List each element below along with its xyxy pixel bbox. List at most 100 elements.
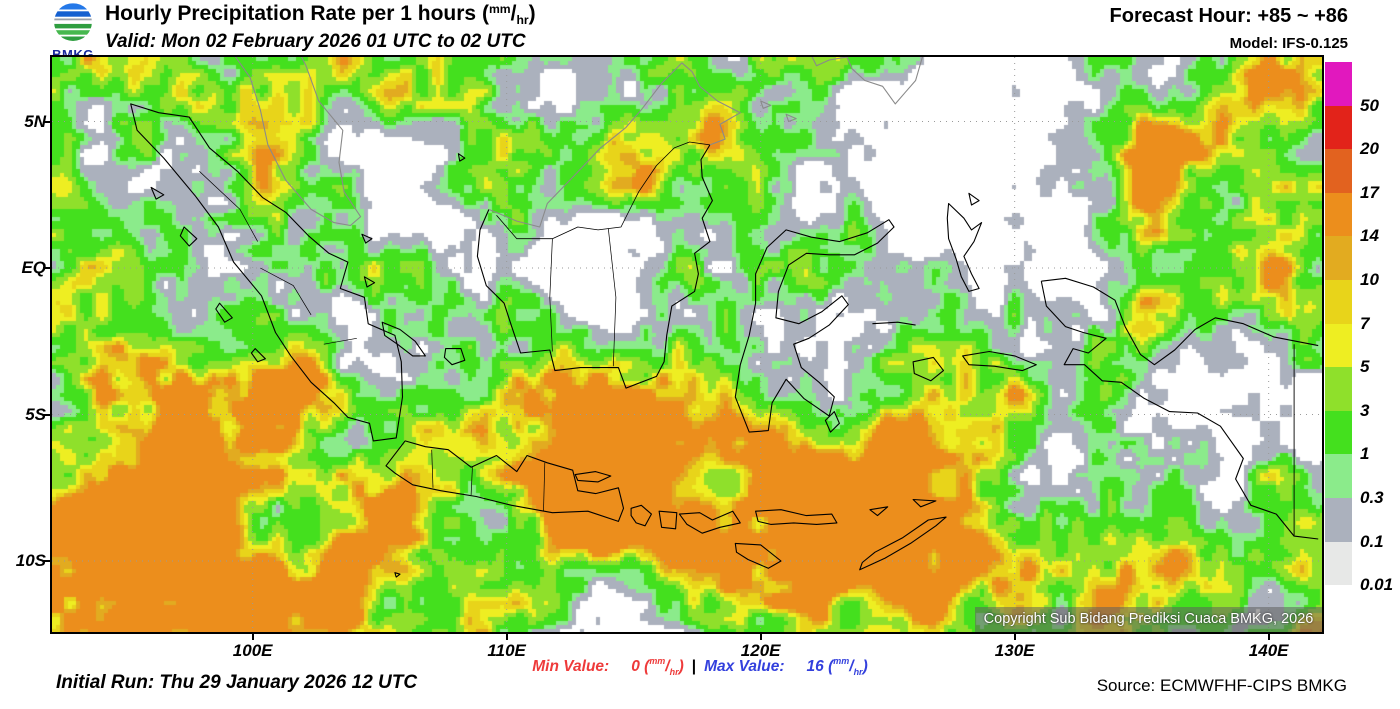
coastline-indonesia [476,144,713,389]
coastline-indonesia [250,348,266,363]
lat-tick-mark [43,413,51,416]
forecast-hour-label: Forecast Hour: +85 ~ +86 [1109,5,1348,27]
coastline-neighbour [760,100,772,109]
coastline-indonesia [215,302,233,323]
precipitation-legend: 50 20 17 14 10 7 5 3 1 0.3 0.1 0.01 [1325,62,1400,595]
coastline-indonesia [260,267,312,316]
coastline-indonesia [361,233,373,244]
coastline-indonesia [869,506,889,517]
lon-tick-mark [251,632,254,640]
coastline-indonesia [912,356,945,382]
lon-tick-label: 140E [1248,641,1289,660]
bmkg-logo-icon [54,3,92,41]
minmax-values: Min Value: 0 (mm/hr) | Max Value: 16 (mm/hr) [0,656,1400,677]
lon-tick-label: 110E [487,641,526,660]
legend-value-label: 0.3 [1360,488,1384,507]
max-value-text: Max Value: 16 (mm/hr) [704,656,868,677]
legend-value-label: 7 [1360,313,1370,333]
coastline-indonesia [179,226,198,247]
legend-value-label: 50 [1360,95,1379,115]
lat-tick-mark [43,560,51,562]
legend-color-segment [1325,236,1352,280]
coastline-indonesia [574,471,612,483]
legend-color-segment [1325,367,1352,411]
legend-value-label: 5 [1360,357,1370,377]
coastline-indonesia [457,153,466,162]
coastline-indonesia [130,103,404,442]
lon-tick-mark [1013,632,1016,640]
legend-color-segment [1325,498,1352,542]
coastline-indonesia [323,337,357,345]
lat-tick-mark [43,120,51,123]
legend-color-segment [1325,149,1352,193]
model-label: Model: IFS-0.125 [1229,35,1348,52]
coastline-indonesia [678,510,741,534]
legend-color-segment [1325,454,1352,498]
lat-tick-label: EQ [21,258,46,277]
legend-value-label: 3 [1360,400,1370,420]
coastline-indonesia [824,411,840,433]
lon-tick-mark [759,632,762,640]
lat-tick-mark [43,267,51,269]
lon-tick-label: 130E [994,641,1035,660]
page-title-text: Hourly Precipitation Rate per 1 hours [105,2,477,25]
coastline-indonesia [150,186,165,200]
coastline-indonesia [968,192,980,206]
coastline-indonesia [363,276,376,288]
coastline-indonesia [385,440,625,522]
coastline-indonesia [872,321,916,326]
legend-color-segment [1325,62,1352,106]
legend-color-segment [1325,410,1352,455]
page-title: Hourly Precipitation Rate per 1 hours (m… [105,2,536,27]
legend-value-label: 20 [1360,139,1379,159]
lon-tick-mark [1267,632,1270,640]
coastline-indonesia [549,238,553,352]
lat-tick-label: 10S [15,551,46,570]
legend-value-label: 1 [1360,444,1370,464]
valid-time-label: Valid: Mon 02 February 2026 01 UTC to 02… [105,31,526,52]
coastline-indonesia [496,141,710,240]
coastline-indonesia [1041,277,1319,366]
precipitation-field-canvas [52,57,1322,632]
precipitation-map: Copyright Sub Bidang Prediksi Cuaca BMKG… [50,55,1324,634]
legend-color-segment [1325,323,1352,368]
coastline-indonesia [962,350,1037,372]
legend-value-label: 17 [1360,182,1379,202]
legend-color-segment [1325,105,1352,150]
coastline-indonesia [755,509,838,525]
legend-color-segment [1325,192,1352,237]
source-label: Source: ECMWFHF-CIPS BMKG [1096,676,1347,695]
lon-tick-label: 120E [740,641,781,660]
initial-run-label: Initial Run: Thu 29 January 2026 12 UTC [56,672,418,693]
bmkg-logo: BMKG [44,2,102,61]
legend-value-label: 14 [1360,226,1379,246]
copyright-banner: Copyright Sub Bidang Prediksi Cuaca BMKG… [975,607,1322,632]
coastline-neighbour [785,113,797,123]
coastline-neighbour [811,57,923,105]
lat-tick-label: 5S [25,404,46,424]
coastline-indonesia [470,467,473,496]
coastline-indonesia [734,542,782,569]
coastline-indonesia [443,348,466,366]
coastline-indonesia [199,171,259,242]
title-unit: (mm/hr) [481,2,536,27]
minmax-separator: | [691,658,697,675]
legend-color-segment [1325,541,1352,586]
legend-value-label: 0.01 [1360,575,1394,595]
coastline-indonesia [607,228,617,367]
coastline-indonesia [381,321,426,357]
coastline-indonesia [658,510,678,530]
coastline-indonesia [543,462,546,512]
coastline-neighbour [488,62,741,228]
coastline-indonesia [912,498,937,508]
legend-value-label: 10 [1360,270,1379,289]
lon-tick-mark [505,632,508,640]
coastline-indonesia [734,219,895,433]
coastline-indonesia [630,504,652,527]
coastline-neighbour [234,57,362,227]
coastlines-overlay [52,57,1322,632]
coastline-indonesia [859,516,947,571]
coastline-indonesia [431,449,434,488]
coastline-indonesia [946,202,983,292]
lat-tick-label: 5N [24,111,46,131]
